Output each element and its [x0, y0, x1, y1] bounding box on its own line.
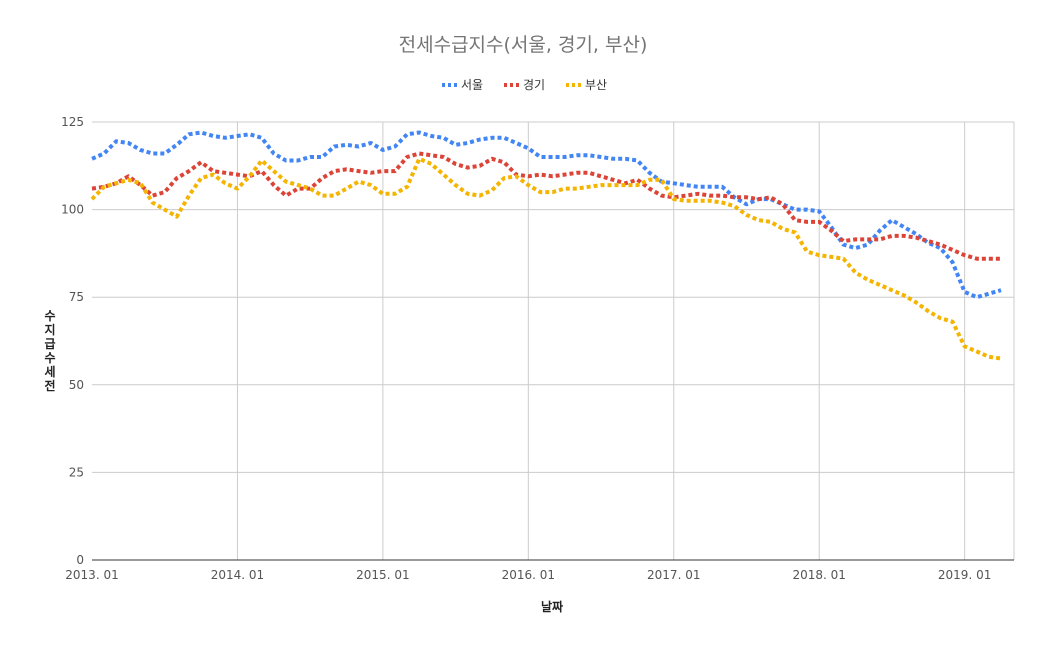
series-line-경기	[91, 151, 1001, 261]
legend: 서울 경기 부산	[442, 78, 607, 92]
y-tick-label: 0	[76, 553, 84, 567]
x-tick-label: 2013. 01	[65, 568, 118, 582]
legend-label: 서울	[461, 78, 483, 92]
x-tick-label: 2019. 01	[938, 568, 991, 582]
x-tick-label: 2018. 01	[792, 568, 845, 582]
series-line-부산	[90, 156, 1002, 361]
x-axis-title: 날짜	[541, 599, 563, 614]
y-axis-ticks: 0 25 50 75 100 125	[61, 115, 84, 567]
x-tick-label: 2015. 01	[356, 568, 409, 582]
y-tick-label: 25	[69, 465, 84, 479]
chart-title: 전세수급지수(서울, 경기, 부산)	[399, 34, 648, 56]
series-lines	[90, 130, 1002, 361]
x-tick-label: 2016. 01	[502, 568, 555, 582]
x-axis-ticks: 2013. 01 2014. 01 2015. 01 2016. 01 2017. 01…	[65, 568, 991, 582]
legend-label: 부산	[585, 78, 607, 92]
y-tick-label: 75	[69, 290, 84, 304]
series-line-서울	[91, 130, 1002, 300]
x-tick-label: 2017. 01	[647, 568, 700, 582]
gridlines	[92, 121, 1015, 560]
y-tick-label: 125	[61, 115, 84, 129]
x-tick-label: 2014. 01	[211, 568, 264, 582]
y-tick-label: 50	[69, 378, 84, 392]
legend-label: 경기	[523, 78, 545, 92]
y-tick-label: 100	[61, 203, 84, 217]
